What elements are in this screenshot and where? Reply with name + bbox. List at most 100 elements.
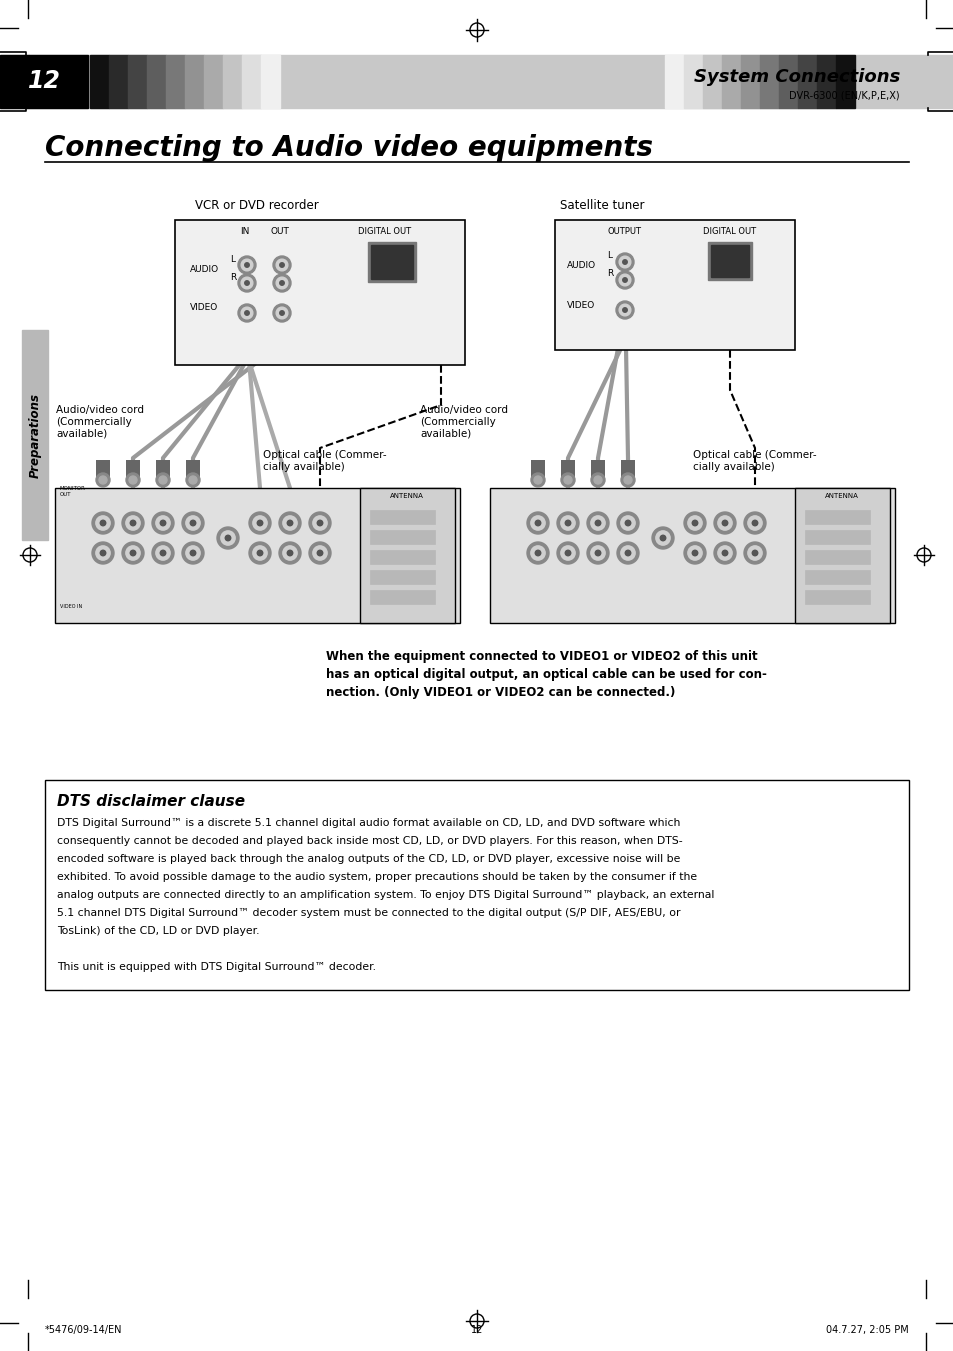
Circle shape (287, 550, 293, 555)
Circle shape (241, 277, 253, 289)
Circle shape (216, 527, 239, 549)
Circle shape (560, 473, 575, 486)
Circle shape (618, 274, 630, 286)
Circle shape (182, 542, 204, 563)
Circle shape (713, 512, 735, 534)
Bar (90, 55, 109, 108)
Circle shape (743, 542, 765, 563)
Circle shape (237, 304, 255, 322)
Circle shape (122, 542, 144, 563)
Circle shape (273, 304, 291, 322)
Circle shape (99, 476, 107, 484)
Bar (45, 780, 908, 990)
Circle shape (557, 512, 578, 534)
Bar (22, 330, 48, 540)
Circle shape (279, 262, 284, 267)
Bar (721, 55, 740, 108)
Bar (804, 509, 869, 524)
Circle shape (618, 304, 630, 316)
Bar (261, 55, 280, 108)
Text: ANTENNA: ANTENNA (390, 493, 423, 499)
Circle shape (131, 550, 135, 555)
Circle shape (287, 520, 293, 526)
Bar (835, 55, 854, 108)
Circle shape (131, 520, 135, 526)
Bar (109, 55, 128, 108)
Circle shape (126, 473, 140, 486)
Bar (702, 55, 721, 108)
Circle shape (245, 311, 249, 315)
Bar (710, 245, 748, 277)
Circle shape (535, 550, 540, 555)
Circle shape (692, 520, 697, 526)
Circle shape (535, 520, 540, 526)
Text: DTS Digital Surround™ is a discrete 5.1 channel digital audio format available o: DTS Digital Surround™ is a discrete 5.1 … (57, 817, 679, 828)
Bar (779, 55, 797, 108)
Bar (707, 242, 751, 280)
Text: *5476/09-14/EN: *5476/09-14/EN (45, 1325, 122, 1335)
Circle shape (623, 476, 631, 484)
Circle shape (622, 308, 626, 312)
Circle shape (275, 259, 288, 270)
Circle shape (91, 542, 113, 563)
Circle shape (186, 546, 200, 561)
Circle shape (182, 512, 204, 534)
Circle shape (651, 527, 673, 549)
Circle shape (317, 550, 322, 555)
Text: System Connections: System Connections (693, 68, 899, 86)
Circle shape (721, 550, 727, 555)
Circle shape (100, 550, 106, 555)
Circle shape (683, 542, 705, 563)
Circle shape (237, 274, 255, 292)
Circle shape (241, 259, 253, 270)
Circle shape (253, 516, 267, 530)
Circle shape (309, 542, 331, 563)
Text: DVR-6300 (EN/K,P,E,X): DVR-6300 (EN/K,P,E,X) (788, 91, 899, 100)
Circle shape (620, 473, 635, 486)
Circle shape (557, 542, 578, 563)
Circle shape (257, 520, 262, 526)
Bar (126, 459, 140, 480)
Circle shape (563, 476, 572, 484)
Text: consequently cannot be decoded and played back inside most CD, LD, or DVD player: consequently cannot be decoded and playe… (57, 836, 682, 846)
Circle shape (752, 550, 757, 555)
Circle shape (159, 476, 167, 484)
Circle shape (622, 259, 626, 265)
Text: MONITOR
OUT: MONITOR OUT (60, 486, 86, 497)
Circle shape (241, 307, 253, 319)
Circle shape (687, 546, 701, 561)
Text: IN: IN (240, 227, 250, 236)
Bar (359, 488, 455, 623)
Circle shape (655, 531, 669, 546)
Circle shape (249, 512, 271, 534)
Circle shape (624, 520, 630, 526)
Circle shape (595, 520, 600, 526)
Bar (664, 55, 683, 108)
Bar (370, 509, 435, 524)
Text: L: L (607, 251, 612, 259)
Circle shape (95, 516, 110, 530)
Bar (242, 55, 261, 108)
Circle shape (565, 550, 570, 555)
Circle shape (257, 550, 262, 555)
Bar (816, 55, 835, 108)
Text: Preparations: Preparations (29, 393, 42, 477)
Circle shape (279, 311, 284, 315)
Text: 12: 12 (471, 1325, 482, 1335)
Circle shape (590, 516, 604, 530)
Circle shape (225, 535, 231, 540)
Circle shape (692, 550, 697, 555)
Circle shape (273, 255, 291, 274)
Circle shape (122, 512, 144, 534)
Bar (223, 55, 242, 108)
Bar (490, 488, 894, 623)
Text: encoded software is played back through the analog outputs of the CD, LD, or DVD: encoded software is played back through … (57, 854, 679, 865)
Circle shape (156, 473, 170, 486)
Bar (590, 459, 604, 480)
Circle shape (752, 520, 757, 526)
Circle shape (624, 550, 630, 555)
Text: This unit is equipped with DTS Digital Surround™ decoder.: This unit is equipped with DTS Digital S… (57, 962, 375, 971)
Circle shape (595, 550, 600, 555)
Bar (96, 459, 110, 480)
Circle shape (282, 516, 296, 530)
